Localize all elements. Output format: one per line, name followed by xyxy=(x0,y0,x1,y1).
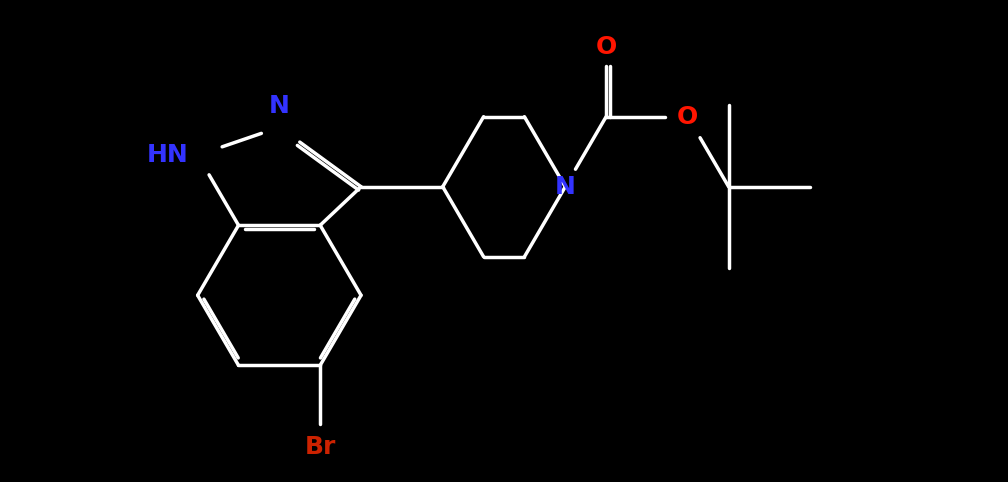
Text: O: O xyxy=(677,105,699,129)
Text: HN: HN xyxy=(147,143,188,167)
Text: Br: Br xyxy=(304,435,336,459)
Text: O: O xyxy=(596,35,617,59)
Text: N: N xyxy=(554,175,576,199)
Text: N: N xyxy=(269,94,289,119)
